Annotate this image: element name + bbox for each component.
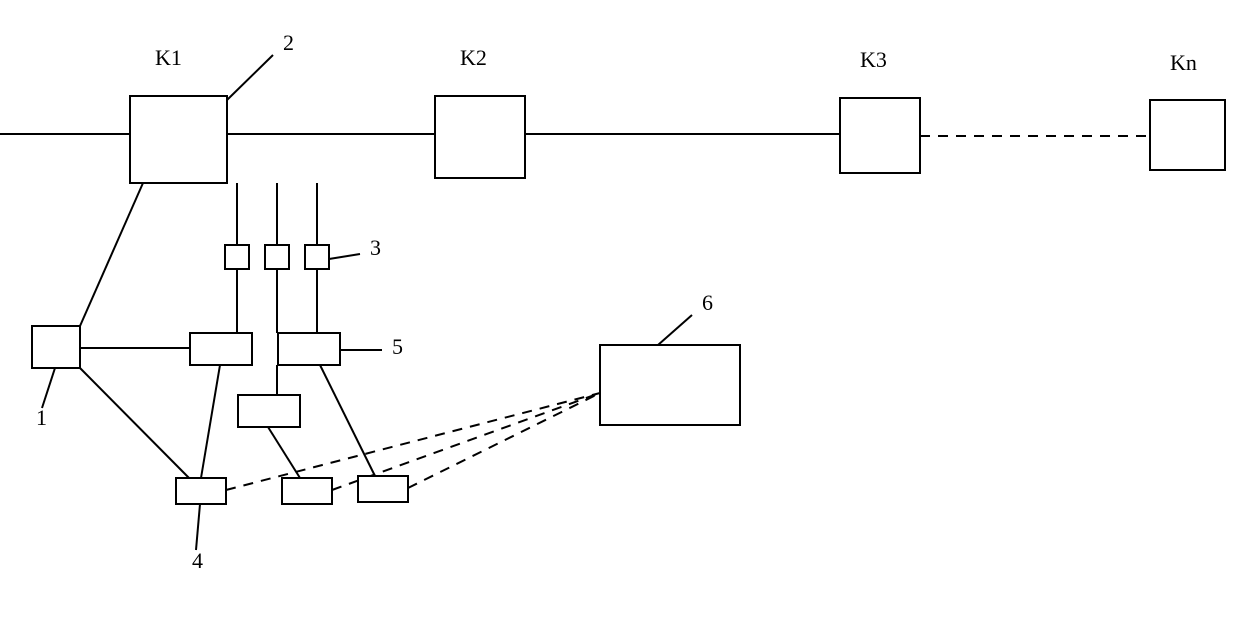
node-ct_b: [265, 245, 289, 269]
node-K1: [130, 96, 227, 183]
ref-number-3: 3: [370, 235, 381, 260]
edge-14: [268, 427, 300, 478]
node-nPT: [32, 326, 80, 368]
node-tM: [238, 395, 300, 427]
node-label-K2: K2: [460, 45, 487, 70]
ref-leader-3: [329, 254, 360, 259]
node-ct_c: [305, 245, 329, 269]
node-host: [600, 345, 740, 425]
ref-leader-1: [42, 368, 55, 408]
node-m3: [358, 476, 408, 502]
edge-4: [80, 183, 143, 326]
edge-15: [320, 365, 375, 476]
edge-19: [408, 393, 600, 488]
node-m1: [176, 478, 226, 504]
node-tR: [278, 333, 340, 365]
ref-number-6: 6: [702, 290, 713, 315]
edge-13: [201, 365, 220, 478]
ref-leader-2: [227, 55, 273, 100]
node-label-K1: K1: [155, 45, 182, 70]
node-tL: [190, 333, 252, 365]
edge-6: [80, 368, 193, 482]
node-K2: [435, 96, 525, 178]
ref-number-4: 4: [192, 548, 203, 573]
ref-number-2: 2: [283, 30, 294, 55]
node-label-Kn: Kn: [1170, 50, 1197, 75]
ref-leader-6: [658, 315, 692, 345]
ref-number-1: 1: [36, 405, 47, 430]
node-ct_a: [225, 245, 249, 269]
ref-number-5: 5: [392, 334, 403, 359]
nodes-layer: K1 K2 K3 Kn: [32, 45, 1225, 504]
edges-layer: [0, 134, 1150, 490]
node-m2: [282, 478, 332, 504]
ref-leader-4: [196, 504, 200, 550]
node-K3: [840, 98, 920, 173]
node-label-K3: K3: [860, 47, 887, 72]
node-Kn: [1150, 100, 1225, 170]
